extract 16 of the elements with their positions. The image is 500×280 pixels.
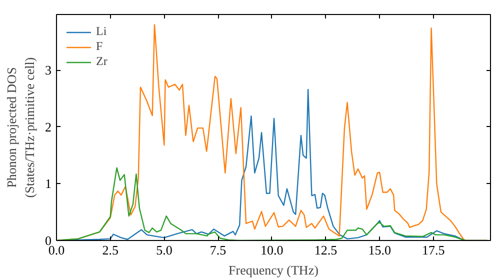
x-tick-label: 5.0 [156,242,172,258]
x-tick-label: 15.0 [368,242,391,258]
y-tick-label: 3 [45,62,52,78]
y-tick-label: 1 [45,176,52,192]
y-tick-label: 0 [45,233,52,248]
x-tick-label: 12.5 [314,242,338,258]
x-tick-label: 7.5 [210,242,226,258]
y-axis-title: Phonon projected DOS (States/THz·primitive cell) [4,57,37,198]
x-axis-title: Frequency (THz) [228,262,318,278]
x-tick-label: 17.5 [422,242,445,258]
x-tick-label: 2.5 [102,242,118,258]
legend-label: F [96,39,104,54]
x-tick-label: 10.0 [260,242,284,258]
y-tick-label: 2 [45,119,52,134]
legend-label: Li [96,24,108,39]
legend-label: Zr [96,54,108,69]
